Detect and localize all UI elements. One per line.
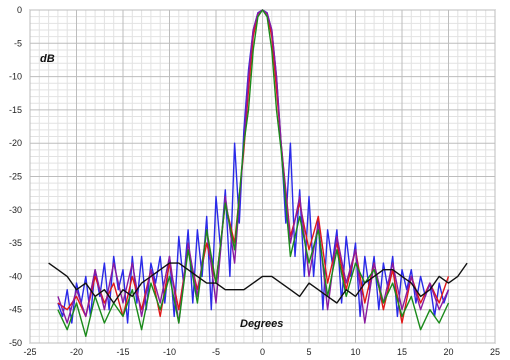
x-axis-label: Degrees (240, 318, 283, 330)
series-line-purple (57, 9, 450, 324)
y-tick-label: -5 (14, 38, 22, 48)
y-tick-label: -45 (9, 305, 22, 315)
x-tick-label: 15 (397, 347, 407, 357)
x-tick-label: -10 (163, 347, 176, 357)
series-line-black (48, 262, 468, 304)
series-line-green (57, 9, 450, 337)
x-tick-label: 10 (350, 347, 360, 357)
major-gridlines (29, 9, 496, 344)
series-layer (48, 9, 468, 337)
y-axis-label: dB (40, 53, 55, 65)
x-tick-label: 5 (306, 347, 311, 357)
x-tick-label: -15 (116, 347, 129, 357)
y-tick-label: -15 (9, 105, 22, 115)
y-tick-label: -50 (9, 338, 22, 348)
y-tick-label: -25 (9, 172, 22, 182)
x-tick-label: 20 (443, 347, 453, 357)
x-tick-label: 25 (490, 347, 500, 357)
y-tick-label: -40 (9, 271, 22, 281)
y-tick-label: -20 (9, 138, 22, 148)
y-tick-label: -30 (9, 205, 22, 215)
y-tick-label: -35 (9, 238, 22, 248)
x-tick-label: -5 (212, 347, 220, 357)
y-tick-label: 0 (17, 5, 22, 15)
y-tick-label: -10 (9, 72, 22, 82)
x-tick-label: 0 (260, 347, 265, 357)
x-tick-label: -25 (23, 347, 36, 357)
x-tick-labels: -25 -20 -15 -10 -5 0 5 10 15 20 25 (23, 347, 500, 357)
y-tick-labels: 0 -5 -10 -15 -20 -25 -30 -35 -40 -45 -50 (9, 5, 22, 348)
x-tick-label: -20 (70, 347, 83, 357)
